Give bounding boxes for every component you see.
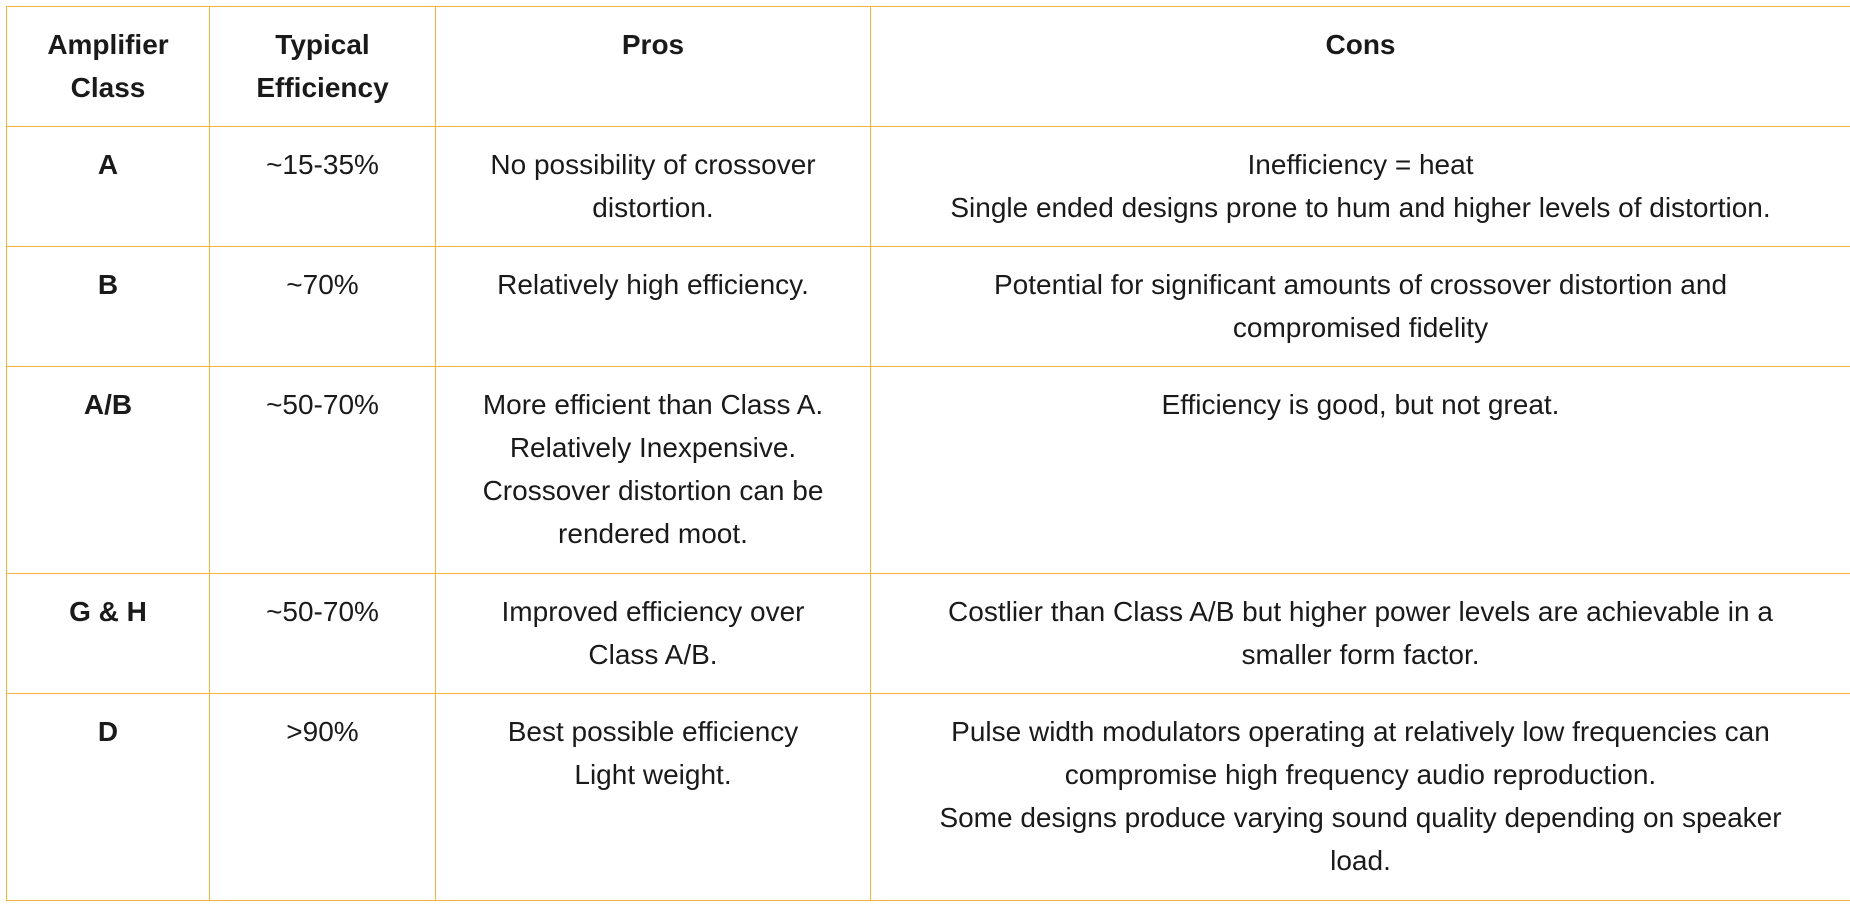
- cell-text-line: Costlier than Class A/B but higher power…: [948, 596, 1773, 627]
- cell-text-line: Relatively Inexpensive.: [509, 432, 797, 463]
- cell-text-line: Single ended designs prone to hum and hi…: [950, 192, 1771, 223]
- table-row: A ~15-35% No possibility of crossover di…: [6, 126, 1850, 247]
- cell-pros: More efficient than Class A. Relatively …: [435, 366, 871, 574]
- cell-text-line: Efficiency is good, but not great.: [1161, 389, 1560, 420]
- cell-amplifier-class: G & H: [6, 573, 210, 694]
- header-pros: Pros: [435, 6, 871, 127]
- header-text-line: Efficiency: [256, 72, 389, 103]
- table-row: D >90% Best possible efficiency Light we…: [6, 693, 1850, 901]
- cell-text-line: Relatively high efficiency.: [497, 269, 809, 300]
- header-typical-efficiency: Typical Efficiency: [209, 6, 436, 127]
- cell-amplifier-class: B: [6, 246, 210, 367]
- header-row: Amplifier Class Typical Efficiency Pros …: [6, 6, 1850, 127]
- cell-text-line: Potential for significant amounts of cro…: [993, 269, 1728, 300]
- cell-efficiency: ~50-70%: [209, 573, 436, 694]
- header-text-line: Typical: [275, 29, 370, 60]
- cell-cons: Pulse width modulators operating at rela…: [870, 693, 1850, 901]
- header-amplifier-class: Amplifier Class: [6, 6, 210, 127]
- cell-text-line: rendered moot.: [558, 518, 748, 549]
- header-text-line: Class: [70, 72, 146, 103]
- cell-efficiency: ~70%: [209, 246, 436, 367]
- cell-text-line: Class A/B.: [588, 639, 718, 670]
- cell-efficiency: ~15-35%: [209, 126, 436, 247]
- cell-text-line: compromised fidelity: [1232, 312, 1489, 343]
- header-cons: Cons: [870, 6, 1850, 127]
- cell-text-line: Crossover distortion can be: [482, 475, 824, 506]
- cell-cons: Costlier than Class A/B but higher power…: [870, 573, 1850, 694]
- header-text-line: Cons: [1325, 29, 1396, 60]
- cell-text-line: Improved efficiency over: [501, 596, 805, 627]
- cell-text-line: Some designs produce varying sound quali…: [939, 802, 1782, 833]
- cell-efficiency: ~50-70%: [209, 366, 436, 574]
- cell-amplifier-class: A: [6, 126, 210, 247]
- cell-text-line: distortion.: [592, 192, 714, 223]
- cell-pros: Relatively high efficiency.: [435, 246, 871, 367]
- cell-cons: Potential for significant amounts of cro…: [870, 246, 1850, 367]
- header-text-line: Amplifier: [47, 29, 169, 60]
- cell-text-line: Pulse width modulators operating at rela…: [951, 716, 1770, 747]
- cell-pros: Best possible efficiency Light weight.: [435, 693, 871, 901]
- table-row: B ~70% Relatively high efficiency. Poten…: [6, 246, 1850, 367]
- cell-amplifier-class: A/B: [6, 366, 210, 574]
- cell-text-line: More efficient than Class A.: [482, 389, 824, 420]
- cell-cons: Efficiency is good, but not great.: [870, 366, 1850, 574]
- cell-text-line: load.: [1330, 845, 1391, 876]
- cell-text-line: Light weight.: [574, 759, 732, 790]
- cell-cons: Inefficiency = heat Single ended designs…: [870, 126, 1850, 247]
- cell-text-line: Best possible efficiency: [507, 716, 799, 747]
- cell-text-line: No possibility of crossover: [490, 149, 816, 180]
- cell-amplifier-class: D: [6, 693, 210, 901]
- table-row: G & H ~50-70% Improved efficiency over C…: [6, 573, 1850, 694]
- table-row: A/B ~50-70% More efficient than Class A.…: [6, 366, 1850, 574]
- cell-text-line: smaller form factor.: [1241, 639, 1480, 670]
- header-text-line: Pros: [621, 29, 685, 60]
- cell-text-line: compromise high frequency audio reproduc…: [1064, 759, 1657, 790]
- amplifier-comparison-table: Amplifier Class Typical Efficiency Pros …: [6, 6, 1850, 901]
- cell-pros: No possibility of crossover distortion.: [435, 126, 871, 247]
- cell-efficiency: >90%: [209, 693, 436, 901]
- cell-text-line: Inefficiency = heat: [1247, 149, 1474, 180]
- cell-pros: Improved efficiency over Class A/B.: [435, 573, 871, 694]
